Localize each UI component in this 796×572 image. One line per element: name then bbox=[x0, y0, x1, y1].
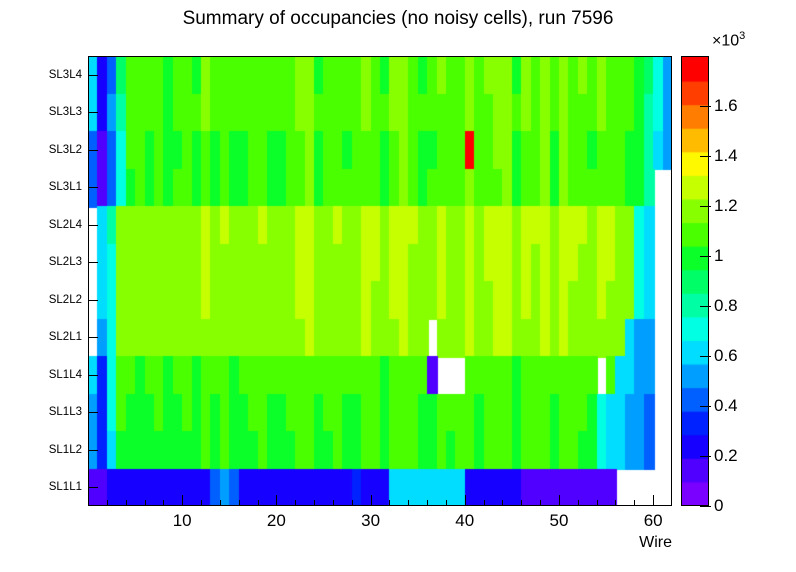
y-axis-tick bbox=[88, 150, 98, 151]
palette-multiplier: ×103 bbox=[712, 30, 745, 50]
y-axis-label-sl1l4: SL1L4 bbox=[48, 368, 82, 381]
x-axis-tick bbox=[333, 500, 334, 506]
x-axis-tick bbox=[521, 500, 522, 506]
y-axis-tick bbox=[88, 375, 98, 376]
y-axis-label-sl2l3: SL2L3 bbox=[48, 256, 82, 269]
y-axis-label-sl3l1: SL3L1 bbox=[48, 181, 82, 194]
palette-tick bbox=[700, 206, 711, 207]
y-axis-tick bbox=[88, 187, 98, 188]
x-axis-tick bbox=[352, 500, 353, 506]
y-axis-label-sl3l2: SL3L2 bbox=[48, 143, 82, 156]
x-axis-label-40: 40 bbox=[455, 511, 475, 530]
palette-tick bbox=[700, 106, 711, 107]
y-axis-label-sl1l1: SL1L1 bbox=[48, 481, 82, 494]
y-axis-label-sl2l1: SL2L1 bbox=[48, 331, 82, 344]
heatmap-plot-area bbox=[88, 56, 672, 506]
palette-tick-label: 1.6 bbox=[714, 96, 738, 115]
x-axis-tick bbox=[615, 500, 616, 506]
x-axis-tick bbox=[107, 500, 108, 506]
x-axis-tick bbox=[295, 500, 296, 506]
palette-tick bbox=[700, 256, 711, 257]
palette-tick-label: 1 bbox=[714, 246, 724, 265]
x-axis-tick bbox=[446, 500, 447, 506]
y-axis-labels: SL3L4 SL3L3 SL3L2 SL3L1 SL2L4 SL2L3 SL2L2 SL2L1… bbox=[0, 0, 82, 572]
x-axis-tick bbox=[276, 495, 277, 506]
x-axis-title: Wire bbox=[639, 534, 672, 551]
x-axis-label-60: 60 bbox=[643, 511, 663, 530]
x-axis-tick bbox=[239, 500, 240, 506]
y-axis-label-sl1l3: SL1L3 bbox=[48, 406, 82, 419]
x-axis-tick bbox=[427, 500, 428, 506]
x-axis-tick bbox=[502, 500, 503, 506]
y-axis-tick bbox=[88, 487, 98, 488]
x-axis-tick bbox=[163, 500, 164, 506]
x-axis-tick bbox=[578, 500, 579, 506]
palette-tick-label: 0.8 bbox=[714, 296, 738, 315]
page-title: Summary of occupancies (no noisy cells),… bbox=[182, 8, 614, 29]
y-axis-tick bbox=[88, 412, 98, 413]
x-axis-tick bbox=[220, 500, 221, 506]
x-axis-tick bbox=[634, 500, 635, 506]
x-axis-label-20: 20 bbox=[266, 511, 286, 530]
x-axis-label-30: 30 bbox=[361, 511, 381, 530]
y-axis-label-sl1l2: SL1L2 bbox=[48, 443, 82, 456]
y-axis-tick bbox=[88, 450, 98, 451]
x-axis-label-10: 10 bbox=[172, 511, 192, 530]
color-palette-bar bbox=[681, 56, 709, 506]
palette-tick-label: 0.6 bbox=[714, 346, 738, 365]
palette-tick bbox=[700, 306, 711, 307]
palette-tick-label: 0 bbox=[714, 496, 724, 515]
x-axis-tick bbox=[182, 495, 183, 506]
x-axis-tick bbox=[540, 500, 541, 506]
x-axis-tick bbox=[201, 500, 202, 506]
palette-tick bbox=[700, 406, 711, 407]
x-axis-tick bbox=[126, 500, 127, 506]
x-axis-tick bbox=[484, 500, 485, 506]
palette-tick-label: 1.4 bbox=[714, 146, 738, 165]
x-axis-tick bbox=[314, 500, 315, 506]
x-axis-tick bbox=[408, 500, 409, 506]
palette-tick bbox=[700, 156, 711, 157]
y-axis-tick bbox=[88, 262, 98, 263]
y-axis-label-sl2l4: SL2L4 bbox=[48, 218, 82, 231]
x-axis-tick bbox=[653, 495, 654, 506]
palette-multiplier-exponent: 3 bbox=[739, 30, 746, 42]
palette-tick bbox=[700, 356, 711, 357]
y-axis-tick bbox=[88, 225, 98, 226]
palette-tick bbox=[700, 506, 711, 507]
y-axis-tick bbox=[88, 337, 98, 338]
x-axis-label-50: 50 bbox=[549, 511, 569, 530]
x-axis-tick bbox=[258, 500, 259, 506]
y-axis-tick bbox=[88, 112, 98, 113]
x-axis-tick bbox=[389, 500, 390, 506]
palette-multiplier-base: ×10 bbox=[712, 32, 740, 50]
y-axis-label-sl3l3: SL3L3 bbox=[48, 106, 82, 119]
x-axis-tick bbox=[559, 495, 560, 506]
y-axis-label-sl2l2: SL2L2 bbox=[48, 293, 82, 306]
x-axis-tick bbox=[145, 500, 146, 506]
palette-tick-label: 0.2 bbox=[714, 446, 738, 465]
palette-tick-label: 0.4 bbox=[714, 396, 738, 415]
x-axis-tick bbox=[597, 500, 598, 506]
y-axis-tick bbox=[88, 75, 98, 76]
x-axis-tick bbox=[465, 495, 466, 506]
y-axis-tick bbox=[88, 300, 98, 301]
x-axis-tick bbox=[371, 495, 372, 506]
palette-tick-label: 1.2 bbox=[714, 196, 738, 215]
y-axis-label-sl3l4: SL3L4 bbox=[48, 68, 82, 81]
palette-tick bbox=[700, 456, 711, 457]
